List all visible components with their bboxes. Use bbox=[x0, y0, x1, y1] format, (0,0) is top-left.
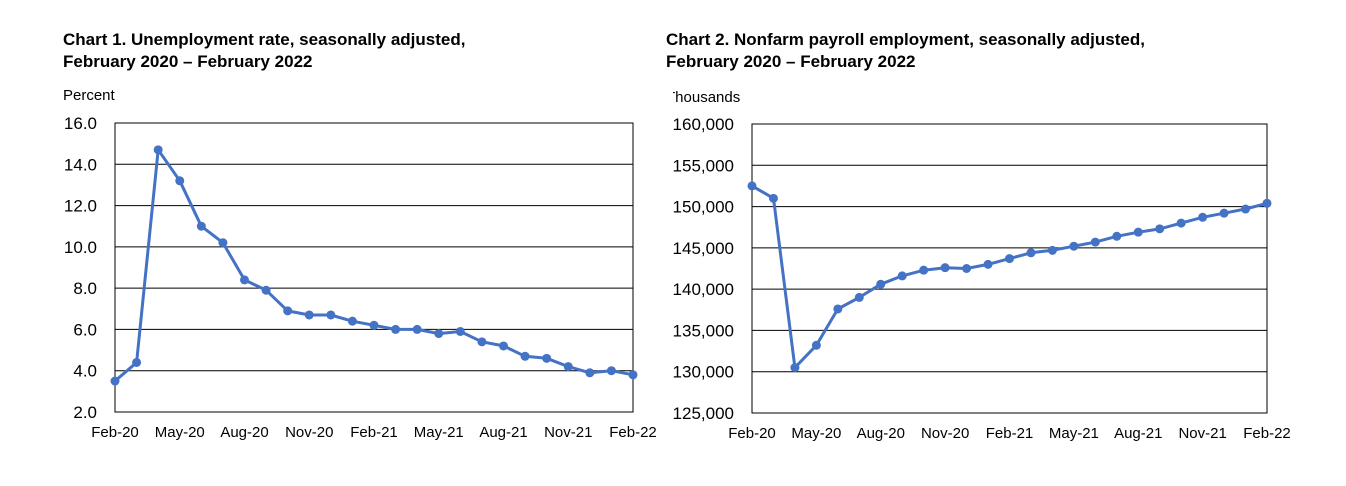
payroll-chart-svg: Thousands 160,000 155,000 150,000 145,000 140… bbox=[673, 89, 1291, 442]
data-point bbox=[218, 238, 228, 248]
series-line bbox=[114, 148, 634, 383]
data-point bbox=[1262, 198, 1272, 208]
data-point bbox=[542, 353, 552, 363]
data-point bbox=[1241, 204, 1251, 214]
data-point bbox=[520, 351, 530, 361]
y-tick-label: 140,000 bbox=[673, 280, 734, 299]
data-point bbox=[477, 337, 487, 347]
data-point bbox=[261, 285, 271, 295]
data-point bbox=[1133, 227, 1143, 237]
chart-title: Chart 2. Nonfarm payroll employment, sea… bbox=[666, 30, 1145, 71]
data-point bbox=[455, 326, 465, 336]
plot-area-border bbox=[751, 123, 1268, 414]
x-tick-label: Nov-21 bbox=[1178, 425, 1226, 442]
x-tick-label: Nov-20 bbox=[285, 424, 333, 441]
x-tick-label: Aug-20 bbox=[220, 424, 268, 441]
data-point bbox=[1069, 241, 1079, 251]
data-point bbox=[1090, 237, 1100, 247]
data-point bbox=[499, 341, 508, 351]
data-point bbox=[768, 193, 778, 203]
data-point bbox=[1026, 248, 1036, 258]
data-point bbox=[962, 264, 972, 273]
y-tick-label: 8.0 bbox=[73, 279, 97, 298]
chart-title: Chart 1. Unemployment rate, seasonally a… bbox=[63, 30, 466, 71]
x-tick-label: May-20 bbox=[155, 424, 205, 441]
data-point bbox=[347, 316, 357, 326]
data-point bbox=[628, 370, 638, 380]
data-point bbox=[563, 362, 573, 372]
data-point bbox=[412, 324, 422, 334]
y-axis-label: Percent bbox=[63, 87, 116, 104]
data-point bbox=[876, 279, 886, 289]
data-point bbox=[940, 263, 950, 273]
data-point bbox=[326, 310, 336, 320]
y-tick-label: 160,000 bbox=[673, 115, 734, 134]
data-point bbox=[1176, 218, 1186, 228]
data-point bbox=[790, 363, 800, 373]
data-point bbox=[240, 275, 249, 285]
data-point bbox=[369, 320, 379, 330]
x-tick-label: Aug-20 bbox=[857, 425, 905, 442]
y-tick-label: 135,000 bbox=[673, 321, 734, 340]
data-point bbox=[132, 357, 142, 367]
y-axis-label: Thousands bbox=[673, 89, 740, 106]
unemployment-chart-svg: Percent 16.0 14.0 12.0 10.0 8.0 6.0 4.0 2.0 Feb-2… bbox=[63, 87, 657, 441]
x-tick-label: Feb-21 bbox=[350, 424, 398, 441]
data-point bbox=[606, 366, 616, 376]
data-point bbox=[1219, 208, 1229, 218]
data-point bbox=[747, 181, 757, 191]
data-point bbox=[833, 304, 843, 314]
y-tick-label: 145,000 bbox=[673, 239, 734, 258]
y-tick-label: 16.0 bbox=[64, 114, 97, 133]
data-point bbox=[153, 145, 163, 155]
data-point bbox=[110, 376, 120, 386]
y-tick-label: 2.0 bbox=[73, 403, 97, 422]
series-line bbox=[751, 184, 1268, 370]
data-point bbox=[1112, 231, 1122, 241]
data-point bbox=[585, 368, 595, 378]
data-point bbox=[897, 271, 907, 281]
y-tick-label: 4.0 bbox=[73, 362, 97, 381]
y-tick-label: 10.0 bbox=[64, 238, 97, 257]
data-point bbox=[304, 310, 314, 320]
data-point bbox=[1047, 245, 1057, 255]
data-point bbox=[196, 221, 206, 231]
x-tick-label: Aug-21 bbox=[1114, 425, 1162, 442]
plot-area-border bbox=[114, 122, 634, 413]
data-point bbox=[983, 259, 993, 269]
y-tick-label: 125,000 bbox=[673, 404, 734, 423]
x-tick-label: Feb-22 bbox=[609, 424, 657, 441]
data-point bbox=[175, 176, 185, 186]
unemployment-chart: Chart 1. Unemployment rate, seasonally a… bbox=[63, 30, 657, 441]
data-point bbox=[854, 292, 864, 302]
x-tick-label: May-21 bbox=[414, 424, 464, 441]
x-tick-label: Nov-20 bbox=[921, 425, 969, 442]
y-tick-label: 12.0 bbox=[64, 197, 97, 216]
y-tick-label: 14.0 bbox=[64, 155, 97, 174]
x-tick-label: Nov-21 bbox=[544, 424, 592, 441]
data-point bbox=[1198, 212, 1208, 222]
x-tick-label: Aug-21 bbox=[479, 424, 527, 441]
payroll-chart: Chart 2. Nonfarm payroll employment, sea… bbox=[666, 0, 1346, 486]
data-point bbox=[391, 324, 401, 334]
data-point bbox=[283, 306, 293, 316]
x-tick-label: May-21 bbox=[1049, 425, 1099, 442]
y-tick-label: 6.0 bbox=[73, 320, 97, 339]
x-tick-label: Feb-22 bbox=[1243, 425, 1291, 442]
x-tick-label: Feb-21 bbox=[986, 425, 1034, 442]
y-tick-label: 155,000 bbox=[673, 156, 734, 175]
y-tick-label: 150,000 bbox=[673, 198, 734, 217]
x-tick-label: Feb-20 bbox=[91, 424, 139, 441]
data-point bbox=[434, 329, 444, 339]
data-point bbox=[1005, 254, 1014, 264]
data-point bbox=[1155, 224, 1165, 234]
data-point bbox=[811, 340, 821, 350]
y-tick-label: 130,000 bbox=[673, 363, 734, 382]
data-point bbox=[919, 265, 929, 275]
x-tick-label: Feb-20 bbox=[728, 425, 776, 442]
x-tick-label: May-20 bbox=[791, 425, 841, 442]
